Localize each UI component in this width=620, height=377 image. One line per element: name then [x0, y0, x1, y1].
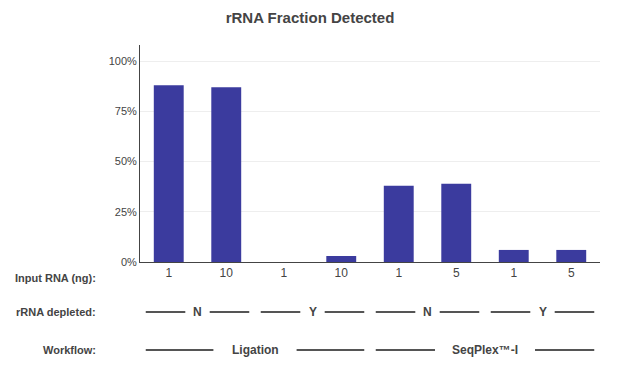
svg-text:75%: 75% — [115, 105, 137, 117]
svg-text:1: 1 — [395, 266, 402, 280]
svg-text:Y: Y — [309, 305, 317, 319]
svg-text:5: 5 — [453, 266, 460, 280]
svg-text:5: 5 — [568, 266, 575, 280]
svg-text:1: 1 — [280, 266, 287, 280]
svg-text:N: N — [423, 305, 432, 319]
svg-text:rRNA depleted:: rRNA depleted: — [16, 306, 96, 318]
svg-text:Y: Y — [539, 305, 547, 319]
svg-text:N: N — [193, 305, 202, 319]
svg-text:1: 1 — [165, 266, 172, 280]
svg-text:Ligation: Ligation — [232, 343, 279, 357]
svg-text:rRNA Fraction Detected: rRNA Fraction Detected — [226, 9, 395, 26]
svg-text:100%: 100% — [109, 55, 137, 67]
svg-text:25%: 25% — [115, 206, 137, 218]
svg-text:50%: 50% — [115, 155, 137, 167]
svg-text:Workflow:: Workflow: — [43, 344, 96, 356]
svg-text:0%: 0% — [121, 256, 137, 268]
svg-text:10: 10 — [220, 266, 234, 280]
svg-text:10: 10 — [335, 266, 349, 280]
svg-text:Input RNA (ng):: Input RNA (ng): — [15, 272, 96, 284]
svg-text:1: 1 — [510, 266, 517, 280]
svg-text:SeqPlex™-I: SeqPlex™-I — [452, 343, 518, 357]
